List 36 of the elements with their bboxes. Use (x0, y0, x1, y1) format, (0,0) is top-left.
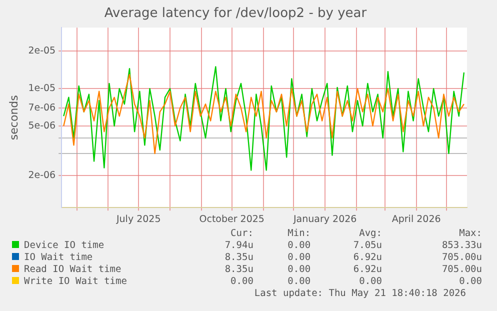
text: 8.35u (224, 264, 254, 276)
y-tick-label: 5e-06 (28, 120, 56, 132)
x-tick-label: January 2026 (292, 214, 357, 225)
legend-label: Device IO time (23, 240, 106, 252)
text: 0.00 (286, 276, 311, 288)
text: 853.33u (440, 240, 482, 252)
text: 7.05u (352, 240, 382, 252)
text: 8.35u (224, 252, 254, 264)
text: Avg: (358, 228, 382, 240)
text: 705.00u (440, 264, 482, 276)
y-tick-label: 2e-05 (28, 46, 56, 57)
y-tick-label: 2e-06 (28, 170, 56, 181)
text: Max: (458, 228, 482, 240)
x-tick-label: July 2025 (115, 214, 161, 225)
text: 0.00 (230, 276, 254, 288)
legend-label: Write IO Wait time (23, 276, 128, 288)
chart-title: Average latency for /dev/loop2 - by year (104, 6, 368, 22)
y-axis-title: seconds (7, 94, 20, 140)
text: 0.00 (286, 264, 311, 276)
text: 0.00 (286, 252, 311, 264)
y-tick-label: 1e-05 (28, 83, 56, 94)
text: Last update: Thu May 21 18:40:18 2026 (253, 288, 466, 300)
legend-label: Read IO Wait time (23, 264, 122, 276)
y-tick-label: 7e-06 (28, 102, 56, 114)
text: 0.00 (286, 240, 311, 252)
text: Min: (286, 228, 311, 240)
text: 6.92u (352, 252, 382, 264)
legend-label: IO Wait time (23, 252, 94, 264)
text: 0.00 (458, 276, 482, 288)
text: 7.94u (224, 240, 254, 252)
text: 0.00 (358, 276, 382, 288)
text: 705.00u (440, 252, 482, 264)
text: 6.92u (352, 264, 382, 276)
x-tick-label: April 2026 (392, 214, 441, 225)
text: Cur: (230, 228, 254, 240)
x-tick-label: October 2025 (199, 214, 264, 225)
